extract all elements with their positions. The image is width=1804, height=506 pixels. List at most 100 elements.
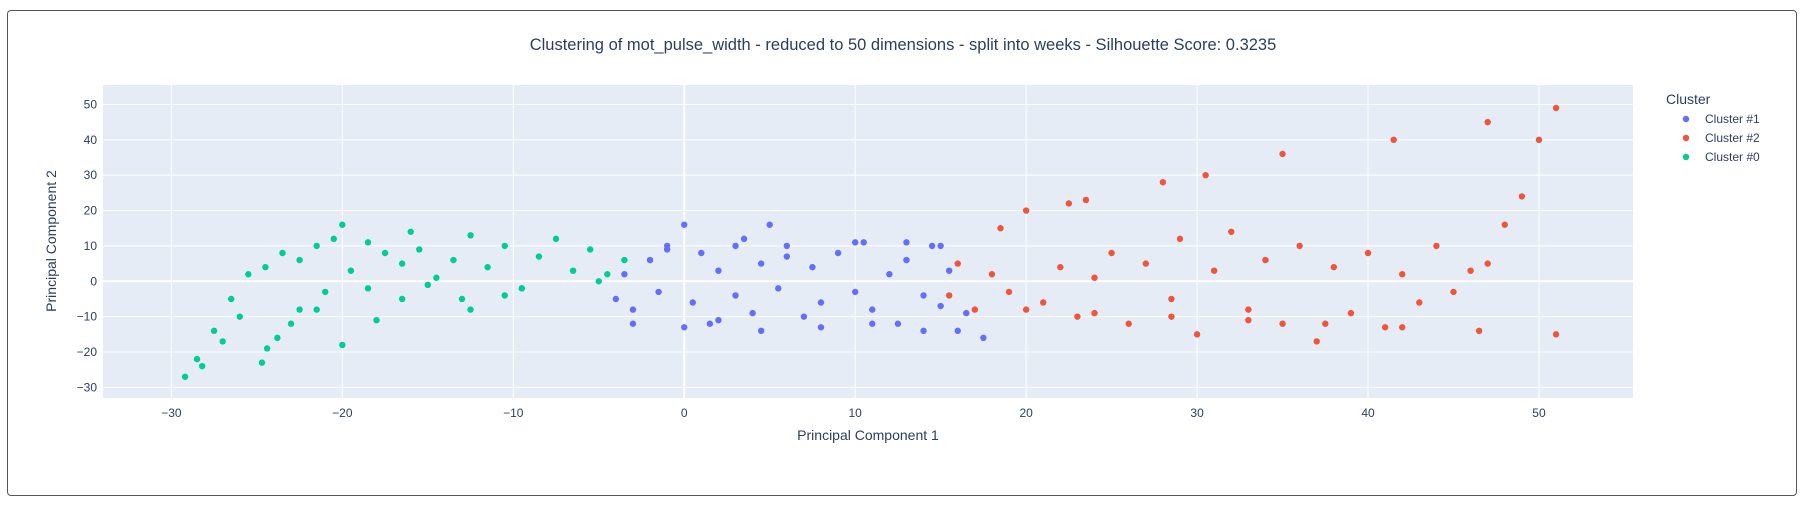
data-point xyxy=(1040,299,1047,306)
data-point xyxy=(621,256,628,264)
data-point xyxy=(313,242,320,250)
data-point xyxy=(629,320,637,327)
data-point xyxy=(629,306,637,313)
data-point xyxy=(963,309,970,317)
data-point xyxy=(980,334,987,342)
data-point xyxy=(834,249,842,257)
data-point xyxy=(809,263,816,271)
data-point xyxy=(587,246,594,253)
data-point xyxy=(783,253,790,260)
data-point xyxy=(997,225,1004,232)
legend-marker xyxy=(1682,134,1690,142)
data-point xyxy=(1108,249,1115,257)
data-point xyxy=(851,288,859,296)
data-points xyxy=(181,104,1560,380)
data-point xyxy=(1228,228,1235,235)
data-point xyxy=(1125,320,1132,327)
data-point xyxy=(595,278,602,285)
data-point xyxy=(903,239,910,246)
data-point xyxy=(1082,196,1090,204)
series-cluster-2 xyxy=(946,104,1560,345)
data-point xyxy=(783,242,790,250)
data-point xyxy=(287,320,295,327)
data-point xyxy=(732,242,739,250)
data-point xyxy=(698,249,705,257)
data-point xyxy=(1552,104,1560,112)
data-point xyxy=(1330,263,1338,271)
data-point xyxy=(1467,267,1474,274)
data-point xyxy=(681,324,688,331)
data-point xyxy=(1176,235,1184,243)
x-tick-label: −20 xyxy=(332,406,353,420)
data-point xyxy=(296,306,303,313)
data-point xyxy=(1364,249,1372,257)
data-point xyxy=(1091,309,1098,317)
data-point xyxy=(817,299,825,306)
legend-marker xyxy=(1682,115,1690,123)
data-point xyxy=(398,295,406,303)
data-point xyxy=(1450,288,1457,296)
data-point xyxy=(1296,242,1303,250)
data-point xyxy=(1416,299,1423,306)
data-point xyxy=(886,271,893,278)
data-point xyxy=(219,338,226,345)
data-point xyxy=(245,271,252,278)
series-cluster-1 xyxy=(612,221,987,342)
data-point xyxy=(339,221,346,228)
y-tick-label: 0 xyxy=(90,274,97,288)
data-point xyxy=(954,260,961,267)
x-tick-label: 10 xyxy=(848,406,862,420)
x-tick-label: 20 xyxy=(1019,406,1033,420)
data-point xyxy=(1202,171,1209,179)
data-point xyxy=(757,260,765,267)
y-tick-label: −20 xyxy=(77,345,98,359)
data-point xyxy=(1322,320,1329,327)
data-point xyxy=(1262,256,1269,264)
data-point xyxy=(928,242,936,250)
y-tick-label: 10 xyxy=(84,239,98,253)
x-tick-label: −10 xyxy=(503,406,524,420)
data-point xyxy=(1535,136,1543,144)
x-tick-label: 30 xyxy=(1190,406,1204,420)
y-tick-label: 20 xyxy=(84,204,98,218)
legend-title: Cluster xyxy=(1666,91,1711,107)
data-point xyxy=(1399,324,1406,331)
data-point xyxy=(501,242,508,250)
data-point xyxy=(398,260,406,267)
y-tick-label: 50 xyxy=(84,97,98,111)
data-point xyxy=(869,306,876,313)
x-tick-label: 40 xyxy=(1361,406,1375,420)
x-tick-label: 0 xyxy=(681,406,688,420)
chart-title: Clustering of mot_pulse_width - reduced … xyxy=(530,36,1277,54)
x-tick-label: −30 xyxy=(161,406,182,420)
data-point xyxy=(274,334,281,342)
x-axis-title: Principal Component 1 xyxy=(797,427,939,443)
data-point xyxy=(1245,306,1252,313)
data-point xyxy=(894,320,902,327)
data-point xyxy=(1142,260,1149,267)
data-point xyxy=(193,355,201,363)
data-point xyxy=(757,327,765,335)
data-point xyxy=(621,271,628,278)
data-point xyxy=(424,281,432,289)
data-point xyxy=(210,327,218,335)
data-point xyxy=(501,292,508,299)
data-point xyxy=(715,316,722,324)
y-tick-label: 30 xyxy=(84,168,98,182)
data-point xyxy=(740,235,748,243)
data-point xyxy=(1065,200,1073,207)
axis-ticks: −30 −20 −10 0 10 20 30 40 50 −30 −20 −10 0 10 20 30 40 50 xyxy=(77,97,1546,420)
data-point xyxy=(1022,207,1030,214)
data-point xyxy=(262,263,269,271)
data-point xyxy=(467,232,474,239)
data-point xyxy=(416,246,423,253)
data-point xyxy=(339,341,346,349)
data-point xyxy=(433,274,440,281)
x-tick-label: 50 xyxy=(1532,406,1546,420)
data-point xyxy=(296,256,303,264)
data-point xyxy=(181,373,189,380)
data-point xyxy=(1057,263,1064,271)
data-point xyxy=(1074,313,1081,320)
data-point xyxy=(1433,242,1440,250)
